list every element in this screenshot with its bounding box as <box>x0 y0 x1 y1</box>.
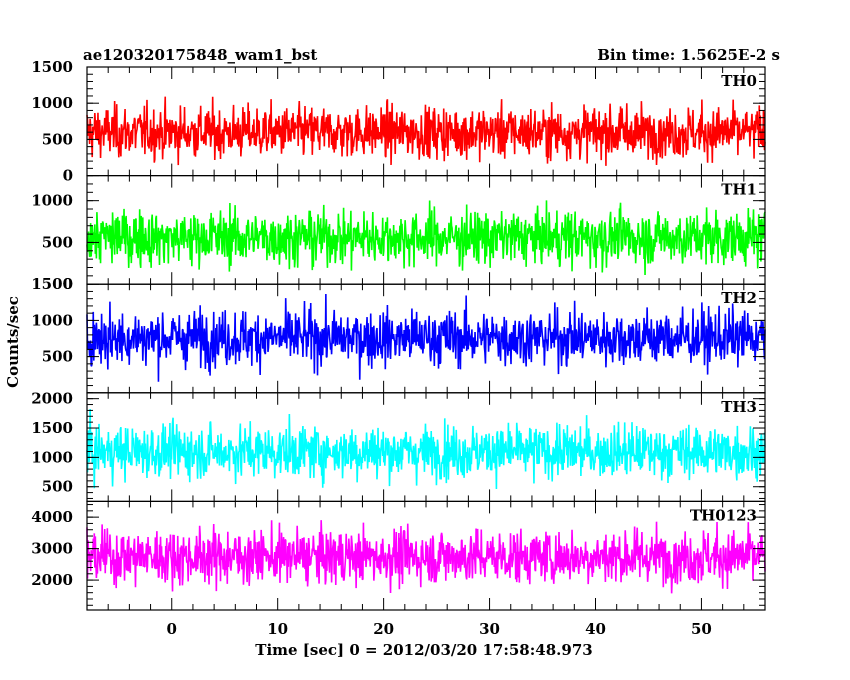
y-tick-label: 0 <box>63 275 73 293</box>
x-tick-label: 10 <box>267 620 288 638</box>
y-tick-label: 1500 <box>31 275 73 293</box>
y-tick-label: 1000 <box>31 94 73 112</box>
panel-label-th0: TH0 <box>721 72 757 90</box>
y-tick-label: 500 <box>42 130 73 148</box>
series-line-th3 <box>86 409 766 490</box>
y-tick-label: 2000 <box>31 390 73 408</box>
bin-time-label: Bin time: 1.5625E-2 s <box>597 46 780 64</box>
y-tick-label: 1000 <box>31 448 73 466</box>
y-tick-label: 500 <box>42 348 73 366</box>
series-line-th2 <box>86 294 766 382</box>
panel-label-th3: TH3 <box>721 398 757 416</box>
panel-label-th0123: TH0123 <box>690 506 757 524</box>
y-tick-label: 1000 <box>31 311 73 329</box>
y-tick-label: 500 <box>42 233 73 251</box>
x-axis-label: Time [sec] 0 = 2012/03/20 17:58:48.973 <box>255 641 592 659</box>
y-tick-label: 3000 <box>31 540 73 558</box>
series-line-th1 <box>86 200 766 276</box>
series-line-th0 <box>86 96 766 166</box>
x-tick-label: 0 <box>167 620 177 638</box>
y-tick-label: 1500 <box>31 419 73 437</box>
panels-group: 050010001500TH005001000TH150010001500TH2… <box>31 58 766 638</box>
chart-title: ae120320175848_wam1_bst <box>83 46 317 64</box>
y-tick-label: 0 <box>63 167 73 185</box>
y-tick-label: 1500 <box>31 58 73 76</box>
x-tick-label: 40 <box>585 620 606 638</box>
series-line-th0123 <box>86 520 766 594</box>
x-tick-label: 20 <box>373 620 394 638</box>
y-tick-label: 500 <box>42 478 73 496</box>
panel-label-th2: TH2 <box>721 289 757 307</box>
x-tick-label: 50 <box>691 620 712 638</box>
panel-label-th1: TH1 <box>721 181 757 199</box>
x-tick-label: 30 <box>479 620 500 638</box>
y-axis-label: Counts/sec <box>4 296 22 388</box>
y-tick-label: 2000 <box>31 571 73 589</box>
y-tick-label: 4000 <box>31 508 73 526</box>
y-tick-label: 1000 <box>31 192 73 210</box>
